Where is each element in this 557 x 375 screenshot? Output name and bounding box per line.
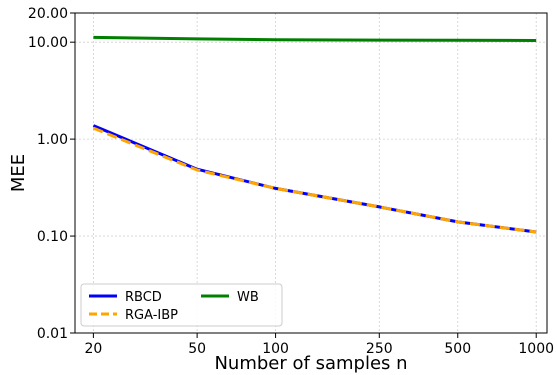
legend-label-rbcd: RBCD [125, 290, 162, 305]
series-line-rbcd [92, 124, 537, 234]
legend: RBCD RGA-IBP WB [80, 283, 283, 327]
x-axis-label: Number of samples n [214, 353, 407, 374]
legend-box [80, 283, 283, 327]
legend-label-wb: WB [237, 290, 259, 305]
x-tick-label: 100 [262, 341, 289, 357]
y-axis-label: MEE [8, 154, 29, 192]
legend-label-rga-ibp: RGA-IBP [125, 308, 178, 323]
x-axis-ticks: 20 50 100 250 500 1000 [84, 333, 554, 357]
y-tick-label: 10.00 [28, 35, 68, 51]
x-tick-label: 50 [188, 341, 206, 357]
y-tick-label: 0.01 [37, 326, 68, 342]
y-tick-label: 1.00 [37, 132, 68, 148]
y-tick-label: 20.00 [28, 6, 68, 22]
series-lines [92, 35, 537, 234]
x-tick-label: 500 [444, 341, 471, 357]
y-tick-label: 0.10 [37, 229, 68, 245]
x-tick-label: 20 [84, 341, 102, 357]
y-axis-ticks: 0.01 0.10 1.00 10.00 20.00 [28, 6, 75, 342]
plot-frame [74, 12, 548, 334]
x-tick-label: 1000 [518, 341, 554, 357]
x-tick-label: 250 [366, 341, 393, 357]
series-line-rga-ibp [92, 126, 537, 234]
series-line-wb [93, 35, 537, 42]
